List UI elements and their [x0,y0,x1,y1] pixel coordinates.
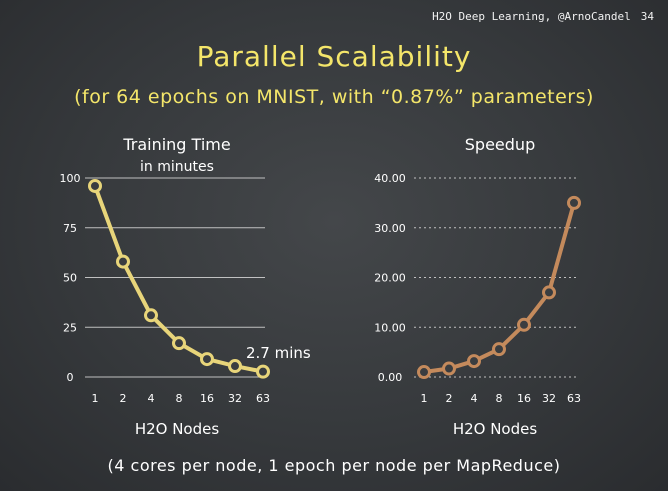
y-tick-label: 30.00 [374,222,406,235]
y-tick-label: 50 [63,272,77,285]
x-axis-label: H2O Nodes [453,420,538,438]
data-point [492,342,506,357]
data-point [542,285,556,300]
data-point [467,354,481,369]
x-tick-label: 63 [567,392,581,405]
x-tick-label: 2 [446,392,453,405]
chart-title: Training Time [122,135,230,154]
x-axis-label: H2O Nodes [135,420,220,438]
x-tick-label: 32 [542,392,556,405]
x-tick-label: 4 [471,392,478,405]
y-tick-label: 75 [63,222,77,235]
data-point [517,317,531,332]
x-tick-label: 16 [517,392,531,405]
data-point [567,195,581,210]
chart-title: Speedup [465,135,535,154]
y-tick-label: 10.00 [374,321,406,334]
header-text: H2O Deep Learning, @ArnoCandel [432,10,631,23]
y-tick-label: 100 [60,172,81,185]
x-tick-label: 63 [256,392,270,405]
x-tick-label: 4 [148,392,155,405]
slide-footer: (4 cores per node, 1 epoch per node per … [107,456,561,475]
x-tick-label: 16 [200,392,214,405]
y-tick-label: 40.00 [374,172,406,185]
data-point [200,352,214,367]
slide-title: Parallel Scalability [196,40,472,73]
slide-header: H2O Deep Learning, @ArnoCandel 34 [422,10,654,23]
x-tick-label: 32 [228,392,242,405]
y-tick-label: 20.00 [374,272,406,285]
chart-subtitle: in minutes [140,159,214,175]
data-point [116,254,130,269]
data-point [417,365,431,380]
data-point [144,308,158,323]
y-tick-label: 0.00 [378,371,403,384]
chart-annotation: 2.7 mins [246,344,311,362]
y-tick-label: 25 [63,321,77,334]
data-point [442,361,456,376]
slide-subtitle: (for 64 epochs on MNIST, with “0.87%” pa… [74,86,594,108]
data-point [88,178,102,193]
x-tick-label: 8 [496,392,503,405]
x-tick-label: 1 [421,392,428,405]
x-tick-label: 8 [176,392,183,405]
y-tick-label: 0 [67,371,74,384]
x-tick-label: 2 [120,392,127,405]
data-point [228,359,242,374]
data-point [172,336,186,351]
data-point [256,364,270,379]
page-number: 34 [640,10,654,23]
x-tick-label: 1 [92,392,99,405]
